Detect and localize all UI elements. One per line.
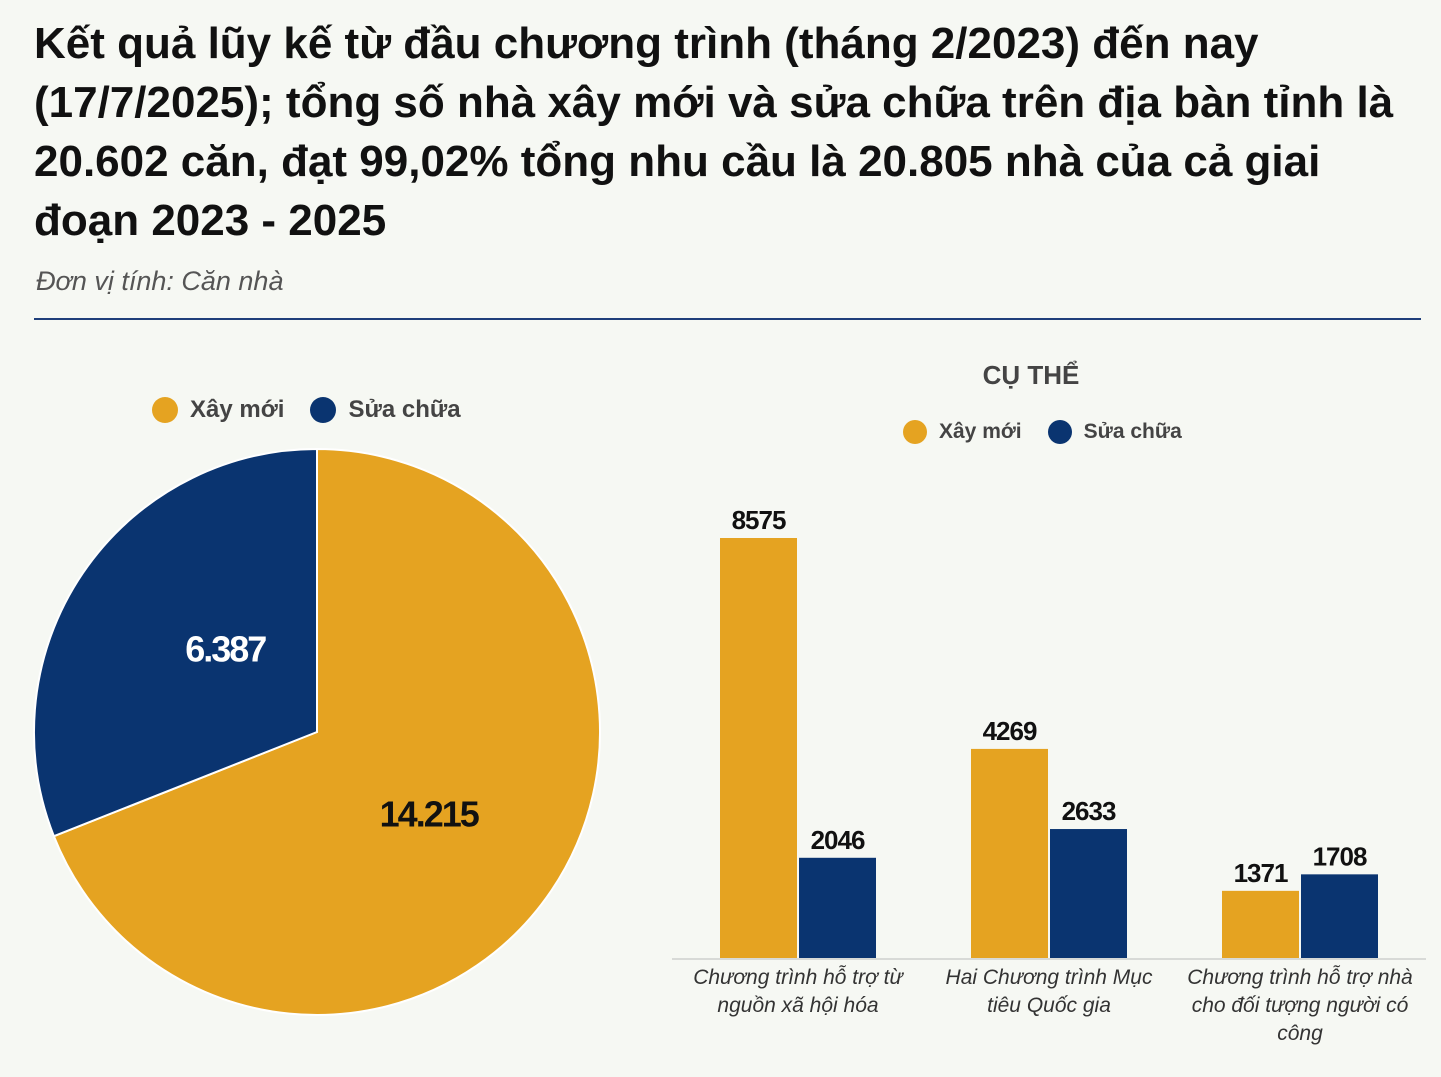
bar-2-1 — [1301, 874, 1378, 958]
bar-1-1 — [1050, 829, 1127, 958]
pie-label-0: 14.215 — [380, 794, 480, 835]
bar-label-2-1: 1708 — [1313, 841, 1367, 871]
bar-0-1 — [799, 857, 876, 958]
bar-label-1-0: 4269 — [983, 716, 1037, 746]
legend-dot-icon — [152, 397, 178, 423]
pie-legend-label-sua-chua: Sửa chữa — [348, 396, 461, 423]
unit-note: Đơn vị tính: Căn nhà — [36, 266, 284, 296]
pie-slice-0 — [52, 447, 601, 1016]
bar-1-0 — [971, 748, 1048, 958]
bar-0-0 — [720, 538, 797, 958]
divider — [34, 318, 1421, 320]
pie-legend: Xây mới Sửa chữa — [152, 396, 487, 424]
bar-label-1-1: 2633 — [1062, 796, 1116, 826]
legend-dot-icon — [903, 420, 927, 444]
bar-legend-label-sua-chua: Sửa chữa — [1083, 420, 1182, 443]
bar-legend-label-xay-moi: Xây mới — [939, 420, 1022, 443]
x-label-0: Chương trình hỗ trợ từ nguồn xã hội hóa — [693, 966, 903, 1017]
pie-slice-1 — [33, 447, 318, 838]
bar-2-0 — [1222, 890, 1299, 958]
bar-chart-title: CỤ THỂ — [982, 360, 1080, 390]
legend-dot-icon — [310, 397, 337, 423]
bar-label-2-0: 1371 — [1234, 858, 1288, 888]
bar-label-0-1: 2046 — [811, 825, 865, 855]
pie-legend-item-xay-moi: Xây mới — [152, 396, 284, 424]
bar-label-0-0: 8575 — [732, 505, 786, 535]
pie-legend-item-sua-chua: Sửa chữa — [310, 396, 461, 424]
bar-legend-item-xay-moi: Xây mới — [903, 420, 1022, 444]
pie-label-1: 6.387 — [185, 628, 266, 669]
x-label-2: Chương trình hỗ trợ nhà cho đối tượng ng… — [1187, 966, 1413, 1045]
x-label-1: Hai Chương trình Mục tiêu Quốc gia — [945, 966, 1153, 1017]
bar-legend: Xây mới Sửa chữa — [903, 420, 1208, 444]
chart-title: Kết quả lũy kế từ đầu chương trình (thán… — [34, 19, 1394, 245]
pie-legend-label-xay-moi: Xây mới — [190, 396, 285, 423]
bar-legend-item-sua-chua: Sửa chữa — [1047, 420, 1182, 444]
legend-dot-icon — [1047, 420, 1072, 444]
